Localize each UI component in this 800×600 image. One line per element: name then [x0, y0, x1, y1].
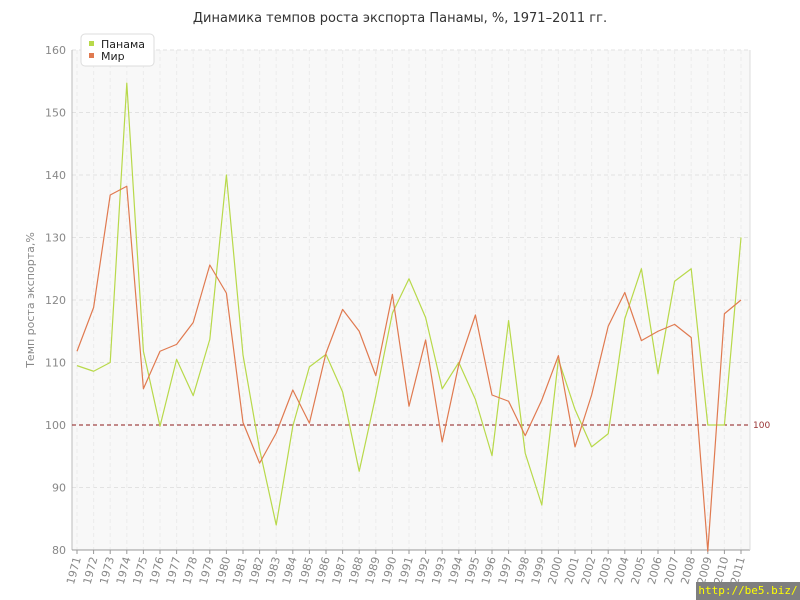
- y-tick-label: 140: [45, 169, 66, 182]
- series-lines: [76, 82, 742, 552]
- series-line-0: [76, 82, 742, 526]
- y-tick-label: 160: [45, 44, 66, 57]
- axes: [71, 50, 751, 554]
- y-tick-label: 100: [45, 419, 66, 432]
- reference-line-group: 100: [72, 421, 770, 431]
- y-tick-label: 120: [45, 294, 66, 307]
- y-tick-label: 80: [52, 544, 66, 557]
- legend-label: Панама: [101, 38, 145, 51]
- y-tick-label: 90: [52, 482, 66, 495]
- y-tick-labels: 80 90 100 110 120 130 140 150 160: [45, 44, 66, 557]
- watermark: http://be5.biz/: [696, 582, 800, 600]
- x-tick-labels: 1971197219731974197519761977197819791980…: [64, 555, 748, 585]
- series-line-1: [76, 185, 742, 552]
- y-tick-label: 130: [45, 232, 66, 245]
- legend-label: Мир: [101, 50, 125, 63]
- legend-swatch: [89, 53, 94, 58]
- y-tick-label: 150: [45, 107, 66, 120]
- legend-swatch: [89, 41, 94, 46]
- reference-line-label: 100: [753, 421, 770, 431]
- y-axis-label: Темп роста экспорта,%: [24, 232, 37, 369]
- chart-title: Динамика темпов роста экспорта Панамы, %…: [193, 11, 607, 26]
- y-tick-label: 110: [45, 357, 66, 370]
- grid-lines: [72, 49, 750, 551]
- legend-box: [80, 33, 155, 67]
